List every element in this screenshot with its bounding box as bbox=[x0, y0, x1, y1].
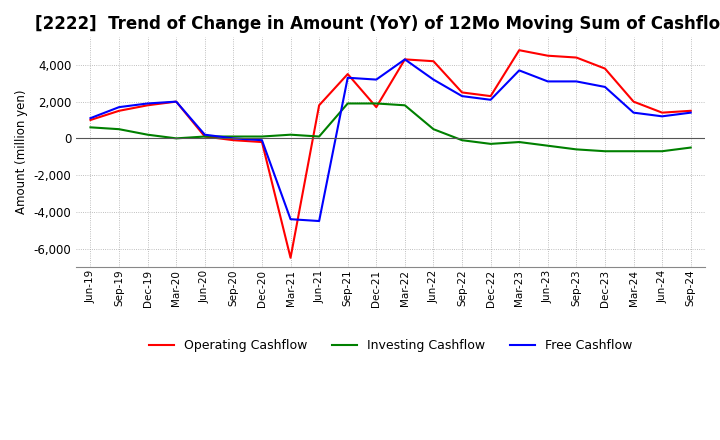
Operating Cashflow bbox=[200, 134, 209, 139]
Operating Cashflow bbox=[143, 103, 152, 108]
Line: Free Cashflow: Free Cashflow bbox=[91, 59, 690, 221]
Free Cashflow bbox=[287, 216, 295, 222]
Line: Operating Cashflow: Operating Cashflow bbox=[91, 50, 690, 258]
Legend: Operating Cashflow, Investing Cashflow, Free Cashflow: Operating Cashflow, Investing Cashflow, … bbox=[144, 334, 637, 357]
Free Cashflow bbox=[372, 77, 381, 82]
Operating Cashflow bbox=[258, 139, 266, 145]
Title: [2222]  Trend of Change in Amount (YoY) of 12Mo Moving Sum of Cashflows: [2222] Trend of Change in Amount (YoY) o… bbox=[35, 15, 720, 33]
Free Cashflow bbox=[229, 136, 238, 141]
Investing Cashflow bbox=[658, 149, 667, 154]
Free Cashflow bbox=[600, 84, 609, 90]
Operating Cashflow bbox=[629, 99, 638, 104]
Investing Cashflow bbox=[629, 149, 638, 154]
Free Cashflow bbox=[143, 101, 152, 106]
Operating Cashflow bbox=[86, 117, 95, 123]
Investing Cashflow bbox=[86, 125, 95, 130]
Operating Cashflow bbox=[372, 104, 381, 110]
Investing Cashflow bbox=[143, 132, 152, 137]
Operating Cashflow bbox=[114, 108, 123, 114]
Operating Cashflow bbox=[572, 55, 581, 60]
Line: Investing Cashflow: Investing Cashflow bbox=[91, 103, 690, 151]
Operating Cashflow bbox=[486, 93, 495, 99]
Operating Cashflow bbox=[658, 110, 667, 115]
Operating Cashflow bbox=[229, 138, 238, 143]
Investing Cashflow bbox=[486, 141, 495, 147]
Operating Cashflow bbox=[400, 57, 409, 62]
Free Cashflow bbox=[258, 138, 266, 143]
Free Cashflow bbox=[544, 79, 552, 84]
Operating Cashflow bbox=[686, 108, 695, 114]
Free Cashflow bbox=[429, 77, 438, 82]
Free Cashflow bbox=[458, 93, 467, 99]
Operating Cashflow bbox=[515, 48, 523, 53]
Investing Cashflow bbox=[544, 143, 552, 148]
Investing Cashflow bbox=[686, 145, 695, 150]
Investing Cashflow bbox=[258, 134, 266, 139]
Free Cashflow bbox=[172, 99, 181, 104]
Investing Cashflow bbox=[458, 138, 467, 143]
Investing Cashflow bbox=[400, 103, 409, 108]
Operating Cashflow bbox=[544, 53, 552, 59]
Investing Cashflow bbox=[114, 127, 123, 132]
Operating Cashflow bbox=[429, 59, 438, 64]
Free Cashflow bbox=[400, 57, 409, 62]
Investing Cashflow bbox=[429, 127, 438, 132]
Free Cashflow bbox=[629, 110, 638, 115]
Investing Cashflow bbox=[287, 132, 295, 137]
Free Cashflow bbox=[515, 68, 523, 73]
Investing Cashflow bbox=[572, 147, 581, 152]
Y-axis label: Amount (million yen): Amount (million yen) bbox=[15, 90, 28, 214]
Operating Cashflow bbox=[315, 103, 323, 108]
Investing Cashflow bbox=[600, 149, 609, 154]
Free Cashflow bbox=[86, 116, 95, 121]
Investing Cashflow bbox=[315, 134, 323, 139]
Operating Cashflow bbox=[343, 71, 352, 77]
Investing Cashflow bbox=[200, 134, 209, 139]
Free Cashflow bbox=[572, 79, 581, 84]
Investing Cashflow bbox=[343, 101, 352, 106]
Investing Cashflow bbox=[372, 101, 381, 106]
Free Cashflow bbox=[114, 104, 123, 110]
Operating Cashflow bbox=[172, 99, 181, 104]
Operating Cashflow bbox=[458, 90, 467, 95]
Investing Cashflow bbox=[172, 136, 181, 141]
Operating Cashflow bbox=[600, 66, 609, 71]
Investing Cashflow bbox=[515, 139, 523, 145]
Free Cashflow bbox=[343, 75, 352, 81]
Free Cashflow bbox=[315, 218, 323, 224]
Free Cashflow bbox=[200, 132, 209, 137]
Operating Cashflow bbox=[287, 255, 295, 260]
Free Cashflow bbox=[658, 114, 667, 119]
Free Cashflow bbox=[486, 97, 495, 103]
Investing Cashflow bbox=[229, 134, 238, 139]
Free Cashflow bbox=[686, 110, 695, 115]
